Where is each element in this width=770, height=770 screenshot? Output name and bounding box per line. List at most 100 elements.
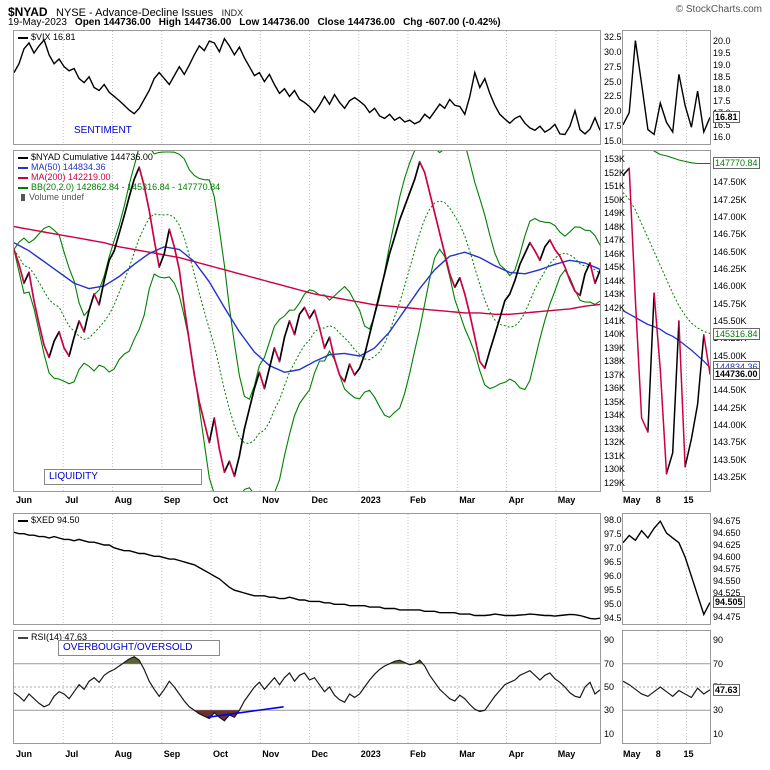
rsi-trendline [207, 706, 284, 719]
xed-legend-label: $XED 94.50 [31, 515, 80, 525]
zoom-x-axis-label: 15 [683, 495, 694, 505]
x-axis-month-label: Mar [459, 749, 476, 759]
ohlc-value: -607.00 (-0.42%) [425, 17, 501, 28]
nyad-legend-item: $NYAD Cumulative 144736.00 [18, 152, 220, 162]
xed-panel: $XED 94.50 [13, 513, 601, 625]
nyad-legend-label: MA(50) 144834.36 [31, 162, 106, 172]
x-axis-month-label: Sep [163, 749, 181, 759]
zoom-y-axis-tick: 18.0 [713, 83, 731, 94]
x-axis-month-label: Nov [262, 495, 280, 505]
nyad-legend-label: MA(200) 142219.00 [31, 172, 111, 182]
y-axis-tick: 25.0 [604, 76, 622, 87]
xed-line-swatch [18, 519, 28, 522]
quote-line: 19-May-2023 Open 144736.00 High 144736.00 Low… [8, 17, 501, 28]
zoom-y-axis-tick: 94.625 [713, 540, 741, 551]
vix-legend-label: $VIX 16.81 [31, 32, 76, 42]
zoom-y-axis-tick: 147.50K [713, 177, 747, 188]
ohlc-values: Open 144736.00 High 144736.00 Low 144736.00 Cl… [67, 17, 501, 28]
x-axis-month-label: Dec [311, 495, 329, 505]
x-axis-month-label: Jul [65, 749, 79, 759]
zoom-y-axis-tick: 146.00K [713, 281, 747, 292]
chart-header: $NYAD NYSE - Advance-Decline Issues INDX… [8, 3, 762, 19]
y-axis-tick: 98.0 [604, 514, 622, 525]
zoom-y-axis-tick: 20.0 [713, 35, 731, 46]
zoom-x-axis-label: 8 [655, 495, 661, 505]
zoom-x-axis-label: May [623, 495, 641, 505]
zoom-y-axis-tick: 146.75K [713, 229, 747, 240]
y-axis-tick: 97.0 [604, 542, 622, 553]
zoom-y-axis-tick: 145.00K [713, 350, 747, 361]
symbol: $NYAD [8, 5, 48, 19]
zoom-y-axis-tick: 90 [713, 635, 724, 646]
xed-legend: $XED 94.50 [18, 515, 80, 525]
x-axis-month-label: Aug [114, 495, 133, 505]
chart-date: 19-May-2023 [8, 17, 67, 28]
zoom-x-axis-label: May [623, 749, 641, 759]
x-axis-month-label: Mar [459, 495, 476, 505]
xed-zoom-chart [623, 514, 710, 624]
sentiment-note: SENTIMENT [74, 125, 132, 136]
zoom-y-axis-tick: 144.50K [713, 385, 747, 396]
zoom-y-axis-tick: 144.25K [713, 402, 747, 413]
zoom-y-axis-tick: 16.5 [713, 119, 731, 130]
vix-chart [14, 31, 600, 144]
zoom-y-axis-tick: 94.525 [713, 587, 741, 598]
ohlc-label: Close [317, 17, 345, 28]
nyad-zoom-panel [622, 150, 711, 492]
x-axis-month-label: Sep [163, 495, 181, 505]
y-axis-tick: 96.5 [604, 556, 622, 567]
nyad-legend-item: Volume undef [18, 192, 220, 202]
zoom-y-axis-tick: 94.575 [713, 564, 741, 574]
vix-panel: $VIX 16.81 SENTIMENT [13, 30, 601, 145]
zoom-y-axis-tick: 94.650 [713, 528, 741, 539]
ohlc-value: 144736.00 [347, 17, 396, 28]
x-axis-month-label: Jun [16, 495, 33, 505]
ohlc-label: Open [74, 17, 101, 28]
zoom-y-axis-tick: 19.0 [713, 59, 731, 70]
x-axis-month-label: Apr [508, 749, 525, 759]
y-axis-tick: 20.0 [604, 106, 622, 117]
y-axis-tick: 15.0 [604, 136, 622, 147]
y-axis-tick: 30 [604, 705, 615, 716]
overbought-oversold-note: OVERBOUGHT/OVERSOLD [58, 640, 220, 656]
value-label: 94.505 [713, 596, 745, 609]
ohlc-label: High [158, 17, 181, 28]
nyad-legend-label: Volume undef [29, 192, 85, 202]
y-axis-tick: 30.0 [604, 46, 622, 57]
y-axis-tick: 94.5 [604, 613, 622, 624]
value-label: 144834.36 [713, 361, 760, 374]
vix-zoom-chart [623, 31, 710, 144]
zoom-y-axis-tick: 19.5 [713, 47, 731, 58]
vix-zoom-panel [622, 30, 711, 145]
nyad-panel: $NYAD Cumulative 144736.00 MA(50) 144834.… [13, 150, 601, 492]
x-axis-month-label: May [557, 749, 576, 759]
x-axis-month-label: Oct [213, 495, 229, 505]
zoom-y-axis-tick: 144.75K [713, 368, 747, 379]
legend-item: $XED 94.50 [18, 515, 80, 525]
y-axis-tick: 50 [604, 682, 615, 692]
ohlc-value: 144736.00 [262, 17, 310, 28]
exchange-tag: INDX [221, 8, 244, 18]
zoom-y-axis-tick: 143.75K [713, 437, 747, 448]
value-label: 145316.84 [713, 327, 760, 340]
value-label: 147770.84 [713, 157, 760, 170]
zoom-y-axis-tick: 145.50K [713, 316, 747, 326]
value-label: 144736.00 [713, 368, 760, 380]
chart-title: NYSE - Advance-Decline Issues [56, 7, 214, 19]
x-axis-month-label: Apr [508, 495, 525, 505]
line-swatch-icon [18, 176, 28, 179]
zoom-y-axis-tick: 50 [713, 682, 724, 692]
y-axis-tick: 22.5 [604, 91, 622, 102]
x-axis-month-label: 2023 [360, 495, 381, 505]
y-axis-tick: 95.0 [604, 599, 622, 610]
y-axis-tick: 70 [604, 658, 615, 669]
zoom-y-axis-tick: 94.475 [713, 611, 741, 622]
y-axis-tick: 95.5 [604, 585, 622, 596]
zoom-y-axis-tick: 30 [713, 705, 724, 716]
zoom-y-axis-tick: 94.550 [713, 575, 741, 586]
zoom-y-axis-tick: 94.675 [713, 516, 741, 527]
x-axis-month-label: Jun [16, 749, 33, 759]
zoom-y-axis-tick: 145.25K [713, 333, 747, 344]
y-axis-tick: 96.0 [604, 571, 622, 582]
zoom-y-axis-tick: 147.25K [713, 194, 747, 205]
